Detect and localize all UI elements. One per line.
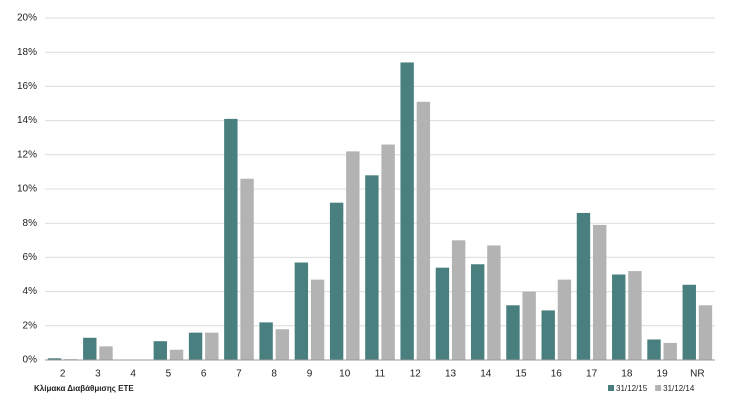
- y-tick-label: 10%: [17, 184, 37, 195]
- x-tick-label: 11: [375, 369, 386, 380]
- x-axis-title: Κλίμακα Διαβάθμισης ETE: [34, 384, 134, 393]
- x-tick-label: 3: [95, 369, 101, 380]
- y-tick-label: 18%: [17, 47, 37, 58]
- x-tick-label: 19: [657, 369, 669, 380]
- x-tick-label: 10: [339, 369, 351, 380]
- bar: [576, 212, 591, 360]
- bar: [647, 339, 661, 360]
- bar: [435, 267, 450, 360]
- legend-swatch: [608, 385, 614, 391]
- bar: [470, 264, 485, 360]
- y-tick-label: 16%: [17, 81, 37, 92]
- bar: [682, 284, 696, 360]
- bar: [275, 329, 290, 360]
- bar: [346, 151, 360, 360]
- y-tick-label: 0%: [23, 355, 38, 366]
- y-tick-label: 12%: [17, 149, 37, 160]
- bar: [381, 144, 395, 360]
- y-tick-label: 8%: [23, 218, 38, 229]
- y-tick-label: 14%: [17, 115, 37, 126]
- bar: [628, 271, 642, 360]
- legend-label: 31/12/15: [616, 384, 648, 393]
- bar: [451, 240, 466, 360]
- x-tick-label: 5: [166, 369, 172, 380]
- bar: [557, 279, 572, 360]
- x-tick-label: NR: [690, 369, 704, 380]
- x-tick-label: 4: [130, 369, 136, 380]
- bar: [698, 305, 713, 360]
- bar: [487, 245, 501, 360]
- x-tick-label: 7: [236, 369, 242, 380]
- bar: [259, 322, 273, 360]
- bar: [522, 291, 536, 360]
- bar: [612, 274, 626, 360]
- legend-swatch: [655, 385, 662, 391]
- x-tick-label: 14: [480, 369, 492, 380]
- x-tick-label: 6: [201, 369, 207, 380]
- x-tick-label: 12: [410, 369, 422, 380]
- bar: [169, 349, 184, 360]
- y-tick-label: 20%: [17, 13, 37, 24]
- bar: [205, 332, 219, 360]
- bar: [153, 341, 168, 360]
- bar: [224, 118, 238, 360]
- x-tick-label: 16: [551, 369, 563, 380]
- y-tick-label: 2%: [23, 320, 38, 331]
- x-tick-label: 8: [271, 369, 277, 380]
- x-tick-label: 13: [445, 369, 457, 380]
- bar: [416, 101, 431, 360]
- bar: [310, 279, 325, 360]
- bar: [47, 358, 62, 360]
- bar: [294, 262, 309, 360]
- y-tick-label: 4%: [23, 286, 38, 297]
- x-tick-label: 9: [307, 369, 313, 380]
- bar: [188, 332, 203, 360]
- bar: [506, 305, 520, 360]
- bar: [240, 178, 254, 360]
- bar: [541, 310, 555, 360]
- y-tick-label: 6%: [23, 252, 38, 263]
- x-tick-label: 15: [515, 369, 527, 380]
- bar: [83, 337, 97, 360]
- x-tick-label: 2: [60, 369, 66, 380]
- x-tick-label: 17: [586, 369, 598, 380]
- bar: [663, 342, 677, 360]
- bar: [329, 202, 344, 360]
- x-tick-label: 18: [621, 369, 633, 380]
- legend-label: 31/12/14: [663, 384, 695, 393]
- bar: [400, 62, 414, 361]
- bar: [99, 346, 113, 360]
- bar: [365, 175, 379, 360]
- bar: [592, 224, 607, 360]
